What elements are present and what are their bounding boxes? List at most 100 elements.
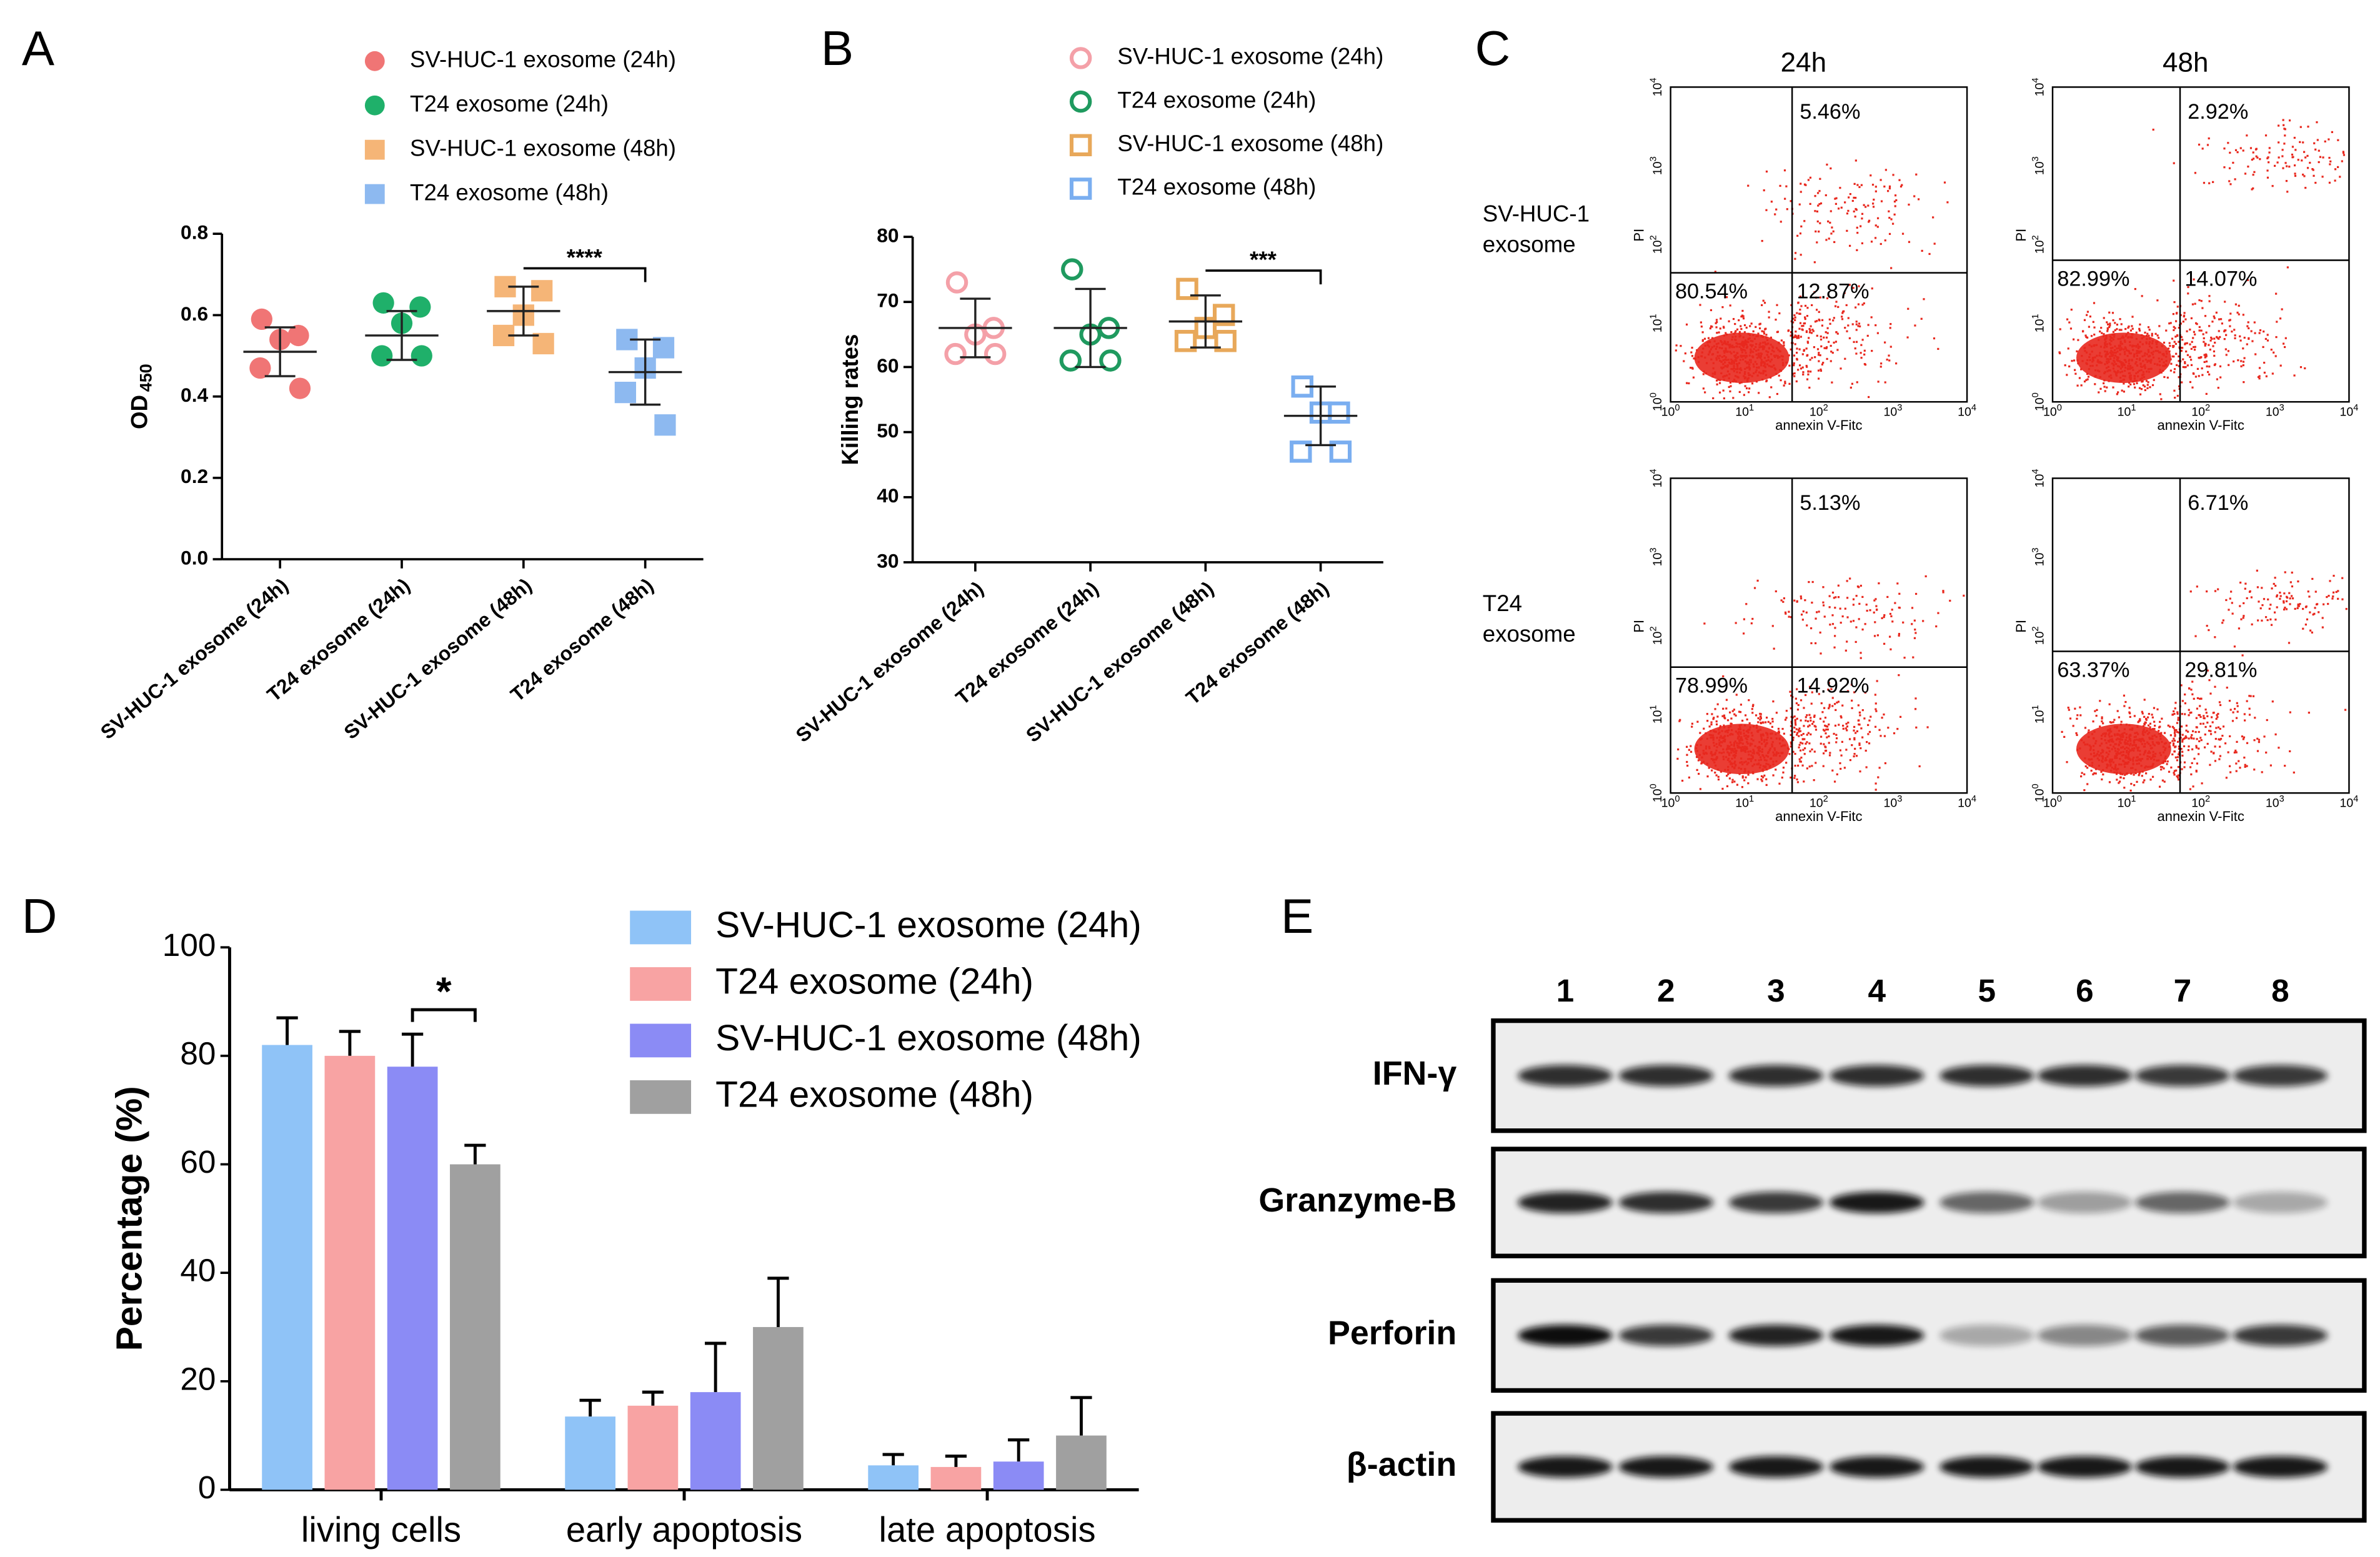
event-dot xyxy=(1770,353,1773,356)
event-dot xyxy=(2263,598,2266,600)
event-dot xyxy=(1714,371,1716,374)
blot-band xyxy=(1618,1325,1714,1346)
event-dot xyxy=(2109,744,2112,746)
y-tick-label: 101 xyxy=(1649,705,1665,724)
event-dot xyxy=(2211,321,2214,323)
event-dot xyxy=(1833,341,1835,344)
event-dot xyxy=(2190,773,2193,775)
tick-base: 10 xyxy=(1651,161,1665,175)
event-dot xyxy=(2119,337,2121,340)
event-dot xyxy=(1742,317,1745,320)
event-dot xyxy=(1835,197,1838,199)
event-dot xyxy=(2279,591,2281,594)
event-dot xyxy=(1708,734,1711,736)
event-dot xyxy=(2136,759,2139,762)
event-dot xyxy=(1705,747,1707,750)
event-dot xyxy=(2276,595,2278,598)
event-dot xyxy=(1733,780,1736,783)
event-dot xyxy=(1726,785,1729,787)
event-dot xyxy=(2212,345,2214,347)
event-dot xyxy=(1805,330,1808,332)
event-dot xyxy=(1760,359,1763,361)
event-dot xyxy=(2102,722,2104,725)
event-dot xyxy=(2128,711,2131,714)
event-dot xyxy=(1730,732,1733,735)
event-dot xyxy=(2173,732,2176,734)
event-dot xyxy=(2274,584,2277,587)
legend-swatch xyxy=(630,1023,692,1058)
event-dot xyxy=(2138,346,2140,348)
event-dot xyxy=(1686,754,1688,756)
event-dot xyxy=(1726,751,1729,754)
event-dot xyxy=(1800,336,1802,338)
event-dot xyxy=(1746,735,1750,738)
event-dot xyxy=(1723,724,1725,727)
event-dot xyxy=(1893,213,1896,216)
event-dot xyxy=(1820,369,1823,372)
data-point xyxy=(251,308,272,331)
event-dot xyxy=(2132,349,2134,351)
event-dot xyxy=(2179,314,2182,316)
event-dot xyxy=(2259,158,2261,161)
event-dot xyxy=(2321,617,2324,619)
event-dot xyxy=(2190,711,2193,714)
event-dot xyxy=(1833,703,1836,705)
x-tick-label: 104 xyxy=(1958,794,1976,810)
event-dot xyxy=(2120,734,2123,736)
y-tick-label: 102 xyxy=(1649,235,1665,254)
event-dot xyxy=(1733,355,1736,357)
event-dot xyxy=(2152,743,2154,745)
event-dot xyxy=(2126,743,2129,745)
event-dot xyxy=(1715,774,1718,777)
event-dot xyxy=(2107,366,2109,368)
event-dot xyxy=(2069,717,2072,720)
event-dot xyxy=(1740,742,1742,744)
event-dot xyxy=(1847,317,1850,319)
event-dot xyxy=(1818,319,1821,322)
tick-base: 10 xyxy=(2033,161,2047,175)
event-dot xyxy=(1760,737,1763,740)
event-dot xyxy=(2105,732,2108,735)
event-dot xyxy=(1774,356,1776,359)
event-dot xyxy=(1732,749,1735,752)
event-dot xyxy=(1806,341,1809,343)
event-dot xyxy=(1731,346,1733,349)
event-dot xyxy=(2174,327,2176,329)
event-dot xyxy=(2196,367,2199,371)
event-dot xyxy=(2128,738,2131,740)
event-dot xyxy=(1741,763,1744,765)
event-dot xyxy=(2124,347,2127,350)
event-dot xyxy=(1805,694,1807,697)
event-dot xyxy=(2328,157,2331,159)
event-dot xyxy=(2140,388,2143,390)
tick-exponent: 4 xyxy=(2353,403,2358,413)
event-dot xyxy=(2139,759,2142,762)
event-dot xyxy=(2311,577,2314,580)
y-tick-label: 60 xyxy=(877,354,899,377)
event-dot xyxy=(1751,758,1753,760)
event-dot xyxy=(2206,625,2208,627)
event-dot xyxy=(1848,284,1851,286)
event-dot xyxy=(1867,733,1870,735)
event-dot xyxy=(2314,590,2317,593)
event-dot xyxy=(1911,607,1914,609)
event-dot xyxy=(2203,717,2205,719)
event-dot xyxy=(1782,771,1785,774)
event-dot xyxy=(1730,752,1733,754)
event-dot xyxy=(2185,737,2188,739)
event-dot xyxy=(1741,748,1743,750)
event-dot xyxy=(1807,179,1810,181)
event-dot xyxy=(2147,326,2150,329)
event-dot xyxy=(2111,347,2114,349)
event-dot xyxy=(1688,776,1690,779)
event-dot xyxy=(2148,737,2151,739)
event-dot xyxy=(1875,702,1877,705)
event-dot xyxy=(1804,317,1806,321)
event-dot xyxy=(1741,342,1744,345)
event-dot xyxy=(2198,375,2200,377)
event-dot xyxy=(2176,364,2178,366)
event-dot xyxy=(1911,623,1913,625)
event-dot xyxy=(2151,714,2153,716)
event-dot xyxy=(2108,380,2110,382)
tick-exponent: 0 xyxy=(1675,403,1680,413)
